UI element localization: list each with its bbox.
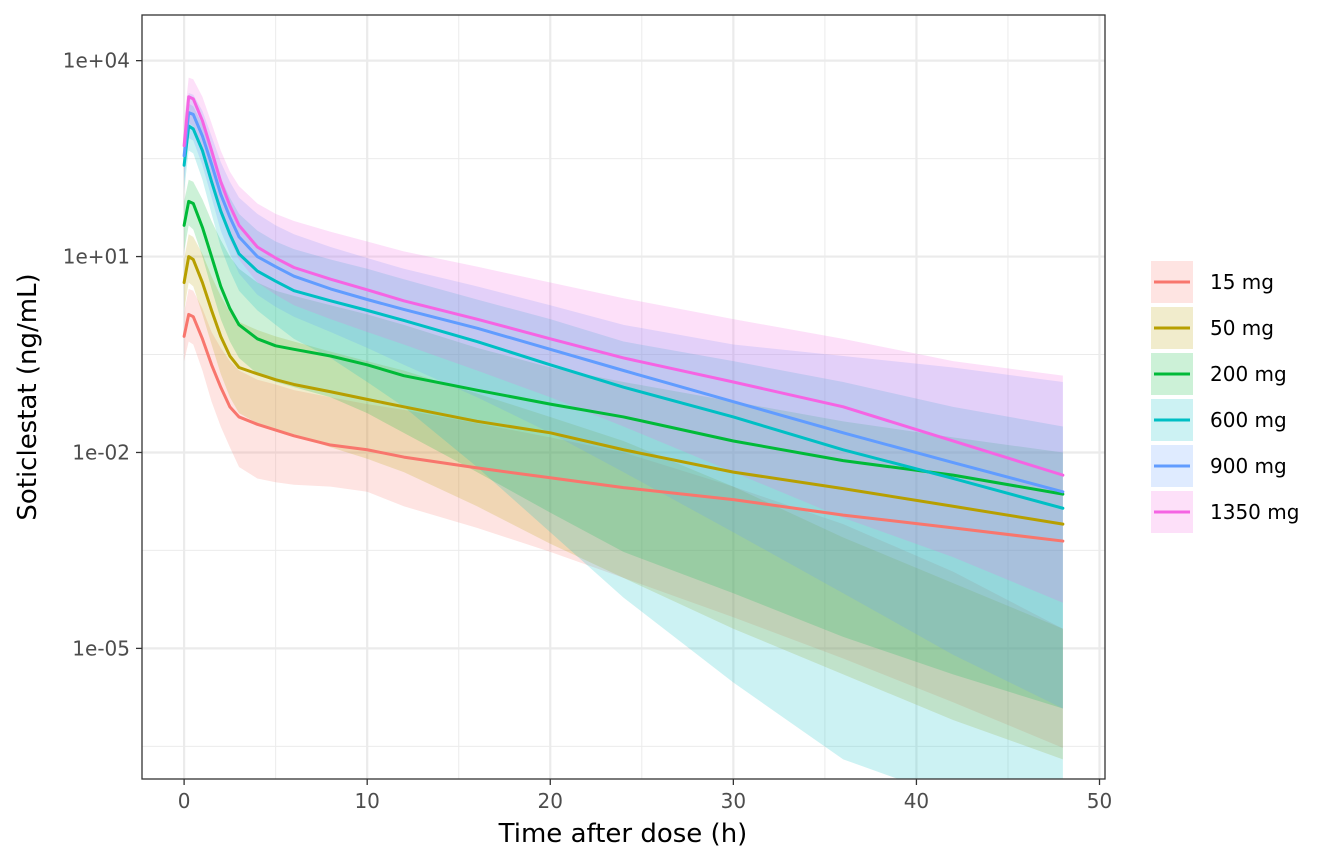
ribbons [184,77,1063,779]
median-line-1350-mg [182,95,1065,477]
x-tick-label: 0 [178,789,191,813]
panel-border [141,14,1106,780]
legend-item-1350-mg: 1350 mg [1151,491,1299,533]
legend-label: 1350 mg [1210,500,1299,524]
y-tick-label: 1e-05 [72,636,130,660]
median-line-15-mg [182,312,1065,543]
ribbon-900-mg [184,92,1063,709]
ribbon-15-mg [184,288,1063,748]
x-tick-label: 40 [904,789,929,813]
legend-item-200-mg: 200 mg [1151,353,1287,395]
y-axis-title: Soticlestat (ng/mL) [13,273,43,520]
x-tick-label: 50 [1087,789,1112,813]
median-line-50-mg [182,255,1065,526]
legend-item-900-mg: 900 mg [1151,445,1287,487]
ribbon-600-mg [184,103,1063,779]
legend-label: 600 mg [1210,408,1287,432]
median-line-600-mg [182,124,1065,510]
data-layer [182,77,1065,779]
y-tick-label: 1e+04 [63,49,130,73]
median-line-200-mg [182,199,1065,496]
median-lines [182,95,1065,543]
legend: 15 mg 50 mg 200 mg 600 mg 900 mg 1350 mg [1151,261,1299,533]
x-tick-label: 30 [721,789,746,813]
legend-label: 900 mg [1210,454,1287,478]
legend-label: 50 mg [1210,316,1274,340]
y-tick-label: 1e-02 [72,440,130,464]
y-tick-label: 1e+01 [63,245,130,269]
legend-label: 200 mg [1210,362,1287,386]
x-axis: 0 10 20 30 40 50 [178,779,1112,813]
median-line-900-mg [182,111,1065,494]
legend-item-15-mg: 15 mg [1151,261,1274,303]
legend-item-600-mg: 600 mg [1151,399,1287,441]
plot-panel [141,14,1106,780]
y-axis: 1e-05 1e-02 1e+01 1e+04 [63,49,142,660]
x-tick-label: 10 [354,789,379,813]
ribbon-200-mg [184,179,1063,709]
ribbon-50-mg [184,234,1063,760]
legend-item-50-mg: 50 mg [1151,307,1274,349]
legend-label: 15 mg [1210,270,1274,294]
ribbon-1350-mg [184,77,1063,603]
x-axis-title: Time after dose (h) [498,819,748,849]
grid [142,15,1105,779]
x-tick-label: 20 [538,789,563,813]
